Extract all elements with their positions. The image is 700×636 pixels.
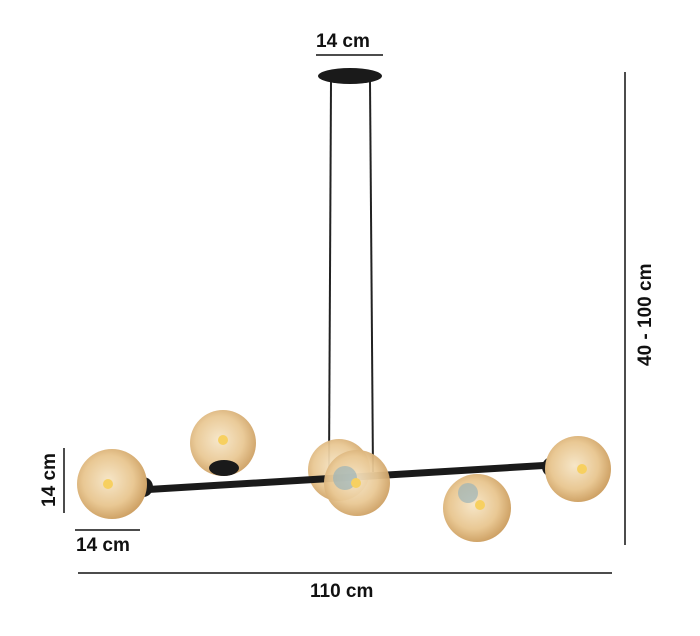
bulb [475, 500, 485, 510]
total-width-label: 110 cm [310, 581, 374, 602]
cord-left [328, 81, 332, 471]
bulb [218, 435, 228, 445]
bulb [351, 478, 361, 488]
height-range-label: 40 - 100 cm [635, 263, 656, 366]
cord-right [369, 81, 374, 473]
globe-width-label: 14 cm [76, 535, 130, 556]
globe-mirror [458, 483, 478, 503]
bulb [103, 479, 113, 489]
globe-height-label: 14 cm [39, 453, 60, 507]
ceiling-canopy [318, 68, 382, 84]
canopy-width-label: 14 cm [316, 31, 370, 52]
bulb [577, 464, 587, 474]
socket-holder [209, 460, 239, 476]
globe-mirror [333, 466, 357, 490]
